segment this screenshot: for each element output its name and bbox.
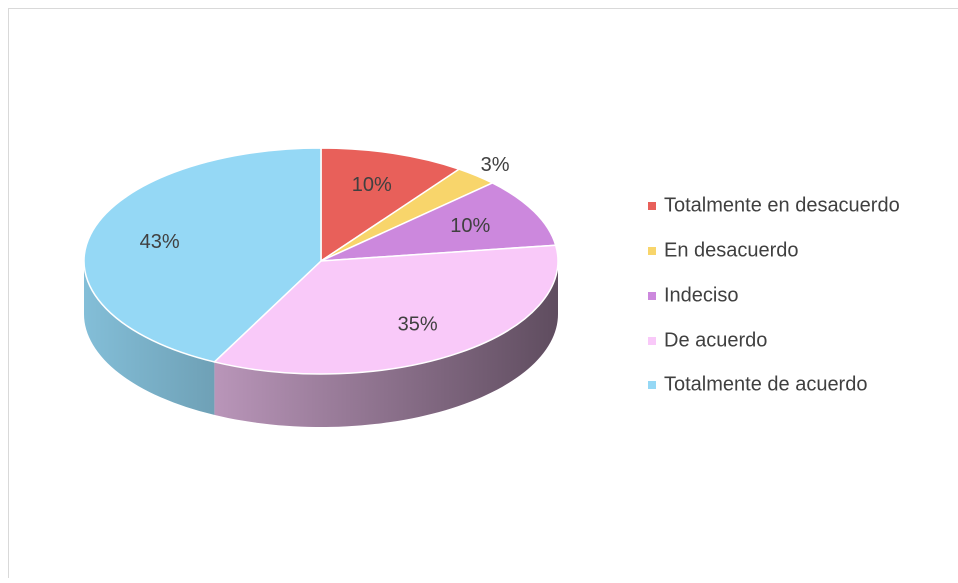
legend-label: Totalmente en desacuerdo bbox=[664, 194, 900, 216]
legend-marker bbox=[648, 381, 656, 389]
legend-label: En desacuerdo bbox=[664, 239, 799, 261]
data-label: 35% bbox=[398, 314, 438, 336]
legend-label: Indeciso bbox=[664, 284, 739, 306]
data-label: 10% bbox=[450, 215, 490, 237]
legend-marker bbox=[648, 292, 656, 300]
legend-marker bbox=[648, 202, 656, 210]
legend-label: De acuerdo bbox=[664, 329, 767, 351]
legend-label: Totalmente de acuerdo bbox=[664, 373, 867, 395]
legend-marker bbox=[648, 247, 656, 255]
data-label: 10% bbox=[352, 174, 392, 196]
data-label: 43% bbox=[140, 231, 180, 253]
legend-marker bbox=[648, 337, 656, 345]
data-label: 3% bbox=[481, 154, 510, 176]
